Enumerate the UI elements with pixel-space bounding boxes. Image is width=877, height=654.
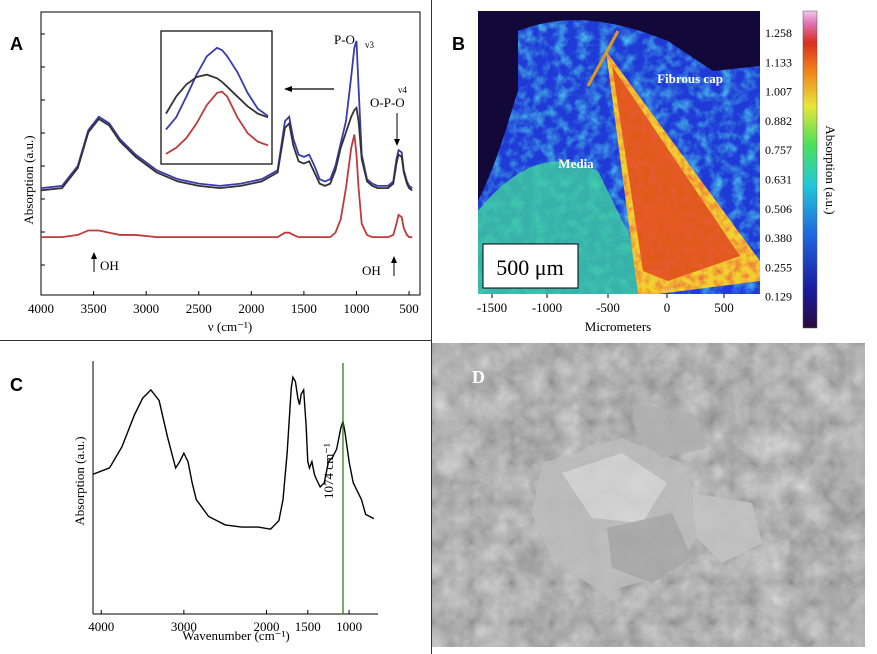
- panel-b-colorbar-tick: 0.129: [765, 290, 792, 304]
- panel-a-series-red: [41, 134, 413, 239]
- panel-c-xtick-label: 1000: [336, 619, 362, 634]
- panel-d-sem-image: D: [432, 343, 865, 647]
- panel-a-inset-series-black: [165, 73, 269, 119]
- panel-a-xtick-label: 3500: [81, 301, 107, 316]
- panel-a-inset-series-blue: [165, 46, 269, 131]
- panel-a-xtick-label: 1000: [343, 301, 369, 316]
- panel-b-chart: 500 μm Fibrous cap Media -1500 -1000 -500 0…: [477, 10, 838, 334]
- panel-a-opo-superscript: v4: [398, 85, 408, 95]
- panel-a-xtick-label: 2000: [238, 301, 264, 316]
- panel-b-scalebar-box: [482, 243, 579, 289]
- panel-a-series-blue: [40, 40, 413, 189]
- panel-a-xtick-label: 4000: [28, 301, 54, 316]
- panel-a-plot-frame: [40, 11, 421, 296]
- panel-b-colorbar-label: Absorption (a.u.): [823, 125, 838, 214]
- panel-a-arrowhead: [284, 86, 292, 92]
- panel-a-xtick-label: 500: [399, 301, 419, 316]
- sem-crystal-cluster: [532, 403, 762, 593]
- panel-a-inset-series-red: [165, 90, 269, 155]
- panel-a-po-subscript: v3: [365, 40, 375, 50]
- panel-b-colorbar-tick: 0.380: [765, 231, 792, 245]
- panel-b-fibrous-cap-label: Fibrous cap: [657, 71, 723, 86]
- panel-c-marker-label: 1074 cm⁻¹: [321, 443, 336, 499]
- panel-d-letter: D: [472, 367, 485, 387]
- panel-c-ylabel: Absorption (a.u.): [72, 436, 87, 525]
- panel-a-chart: 4000 3500 3000 2500 2000 1500 1000 500 P-O v3 v…: [21, 11, 421, 334]
- panel-b-xtick-label: 0: [664, 300, 671, 315]
- panel-b-letter: B: [452, 34, 465, 54]
- panel-b-colorbar-tick: 1.007: [765, 85, 792, 99]
- panel-a-xlabel: ν (cm⁻¹): [208, 319, 252, 334]
- panel-a-series-black: [40, 105, 413, 192]
- panel-b-xtick-label: -500: [596, 300, 620, 315]
- panel-a-oh-right-arrowhead: [391, 256, 397, 263]
- panel-c-xtick-label: 1500: [295, 619, 321, 634]
- panel-b-ftir-map: [478, 11, 760, 294]
- panel-a-opo-label: O-P-O: [370, 95, 405, 110]
- panel-c-xlabel: Wavenumber (cm⁻¹): [182, 628, 290, 643]
- panel-a-xtick-label: 1500: [291, 301, 317, 316]
- vertical-divider: [431, 0, 432, 654]
- panel-a-xtick-label: 2500: [186, 301, 212, 316]
- panel-a-opo-pointer-head: [394, 139, 400, 146]
- panel-a-xtick-label: 3000: [133, 301, 159, 316]
- panel-b-media-label: Media: [558, 156, 594, 171]
- panel-a-ylabel: Absorption (a.u.): [21, 135, 36, 224]
- panel-b-colorbar: [802, 10, 818, 329]
- panel-c-xtick-label: 2000: [253, 619, 279, 634]
- panel-a-oh-left-arrowhead: [91, 252, 97, 259]
- panel-b-colorbar-tick: 0.255: [765, 260, 792, 274]
- panel-c-chart: 4000 3000 2000 1500 1000 1074 cm⁻¹ Absorptio…: [72, 361, 378, 643]
- panel-b-xlabel: Micrometers: [585, 319, 651, 334]
- panel-b-xtick-label: -1500: [477, 300, 507, 315]
- panel-b-xtick-label: 500: [714, 300, 734, 315]
- panel-a-oh-left-label: OH: [100, 258, 119, 273]
- panel-b-xtick-label: -1000: [532, 300, 562, 315]
- panel-b-scalebar-label: 500 μm: [496, 255, 563, 280]
- horizontal-divider: [0, 340, 431, 341]
- panel-b-colorbar-tick: 0.757: [765, 143, 792, 157]
- panel-c-xtick-label: 4000: [88, 619, 114, 634]
- panel-b-colorbar-tick: 0.631: [765, 173, 792, 187]
- panel-c-letter: C: [10, 375, 23, 395]
- panel-b-colorbar-tick: 0.882: [765, 114, 792, 128]
- panel-c-xtick-label: 3000: [171, 619, 197, 634]
- panel-a-inset-frame: [160, 30, 273, 165]
- panel-b-colorbar-tick: 1.133: [765, 55, 792, 69]
- panel-a-oh-right-label: OH: [362, 263, 381, 278]
- panel-a-letter: A: [10, 34, 23, 54]
- panel-b-colorbar-tick: 0.506: [765, 202, 792, 216]
- panel-b-colorbar-tick: 1.258: [765, 26, 792, 40]
- panel-a-po-label: P-O: [334, 32, 355, 47]
